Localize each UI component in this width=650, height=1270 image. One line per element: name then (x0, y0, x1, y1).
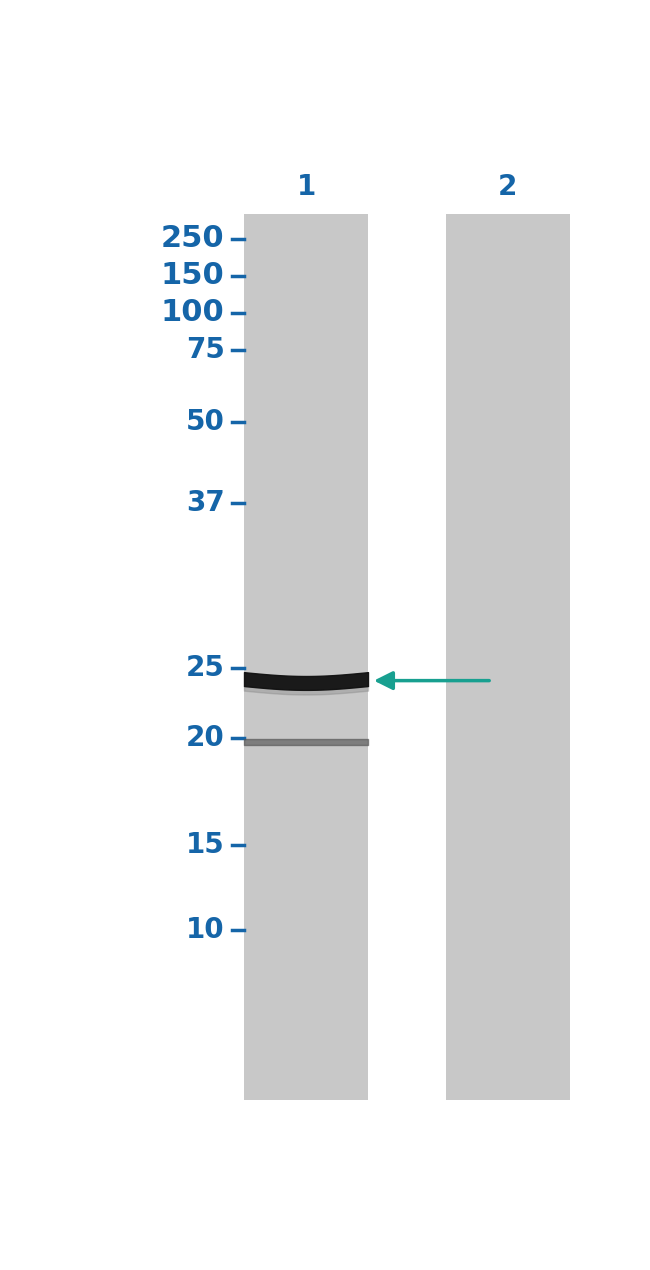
Text: 250: 250 (161, 224, 225, 253)
Text: 2: 2 (498, 173, 517, 201)
Text: 1: 1 (296, 173, 316, 201)
Text: 150: 150 (161, 262, 225, 290)
Text: 15: 15 (186, 832, 225, 860)
Text: 75: 75 (186, 337, 225, 364)
Text: 25: 25 (186, 654, 225, 682)
Text: 37: 37 (186, 489, 225, 517)
Text: 10: 10 (186, 916, 225, 944)
Text: 100: 100 (161, 298, 225, 328)
Bar (445, 215, 569, 1100)
Text: 50: 50 (186, 408, 225, 436)
Bar (244, 215, 368, 1100)
Text: 20: 20 (186, 724, 225, 752)
